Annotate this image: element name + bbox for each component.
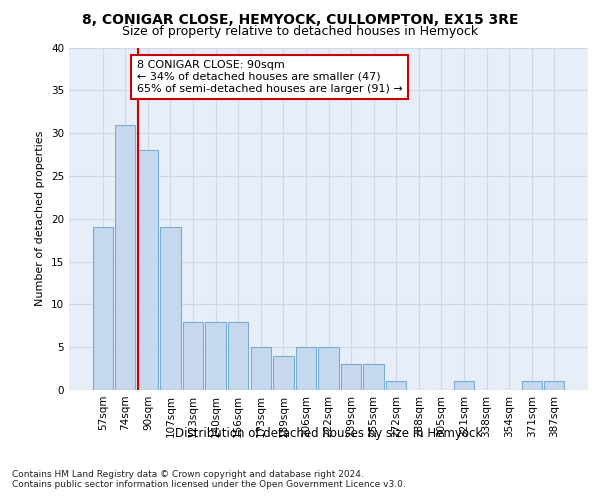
- Bar: [341, 364, 361, 390]
- Bar: [273, 356, 293, 390]
- Bar: [521, 382, 542, 390]
- Text: Distribution of detached houses by size in Hemyock: Distribution of detached houses by size …: [175, 428, 482, 440]
- Bar: [296, 347, 316, 390]
- Bar: [205, 322, 226, 390]
- Bar: [92, 228, 113, 390]
- Text: 8, CONIGAR CLOSE, HEMYOCK, CULLOMPTON, EX15 3RE: 8, CONIGAR CLOSE, HEMYOCK, CULLOMPTON, E…: [82, 12, 518, 26]
- Text: Contains HM Land Registry data © Crown copyright and database right 2024.: Contains HM Land Registry data © Crown c…: [12, 470, 364, 479]
- Bar: [544, 382, 565, 390]
- Bar: [251, 347, 271, 390]
- Bar: [160, 228, 181, 390]
- Text: 8 CONIGAR CLOSE: 90sqm
← 34% of detached houses are smaller (47)
65% of semi-det: 8 CONIGAR CLOSE: 90sqm ← 34% of detached…: [137, 60, 403, 94]
- Text: Contains public sector information licensed under the Open Government Licence v3: Contains public sector information licen…: [12, 480, 406, 489]
- Bar: [454, 382, 474, 390]
- Bar: [319, 347, 338, 390]
- Bar: [386, 382, 406, 390]
- Bar: [228, 322, 248, 390]
- Bar: [115, 124, 136, 390]
- Bar: [364, 364, 384, 390]
- Y-axis label: Number of detached properties: Number of detached properties: [35, 131, 46, 306]
- Bar: [183, 322, 203, 390]
- Bar: [138, 150, 158, 390]
- Text: Size of property relative to detached houses in Hemyock: Size of property relative to detached ho…: [122, 25, 478, 38]
